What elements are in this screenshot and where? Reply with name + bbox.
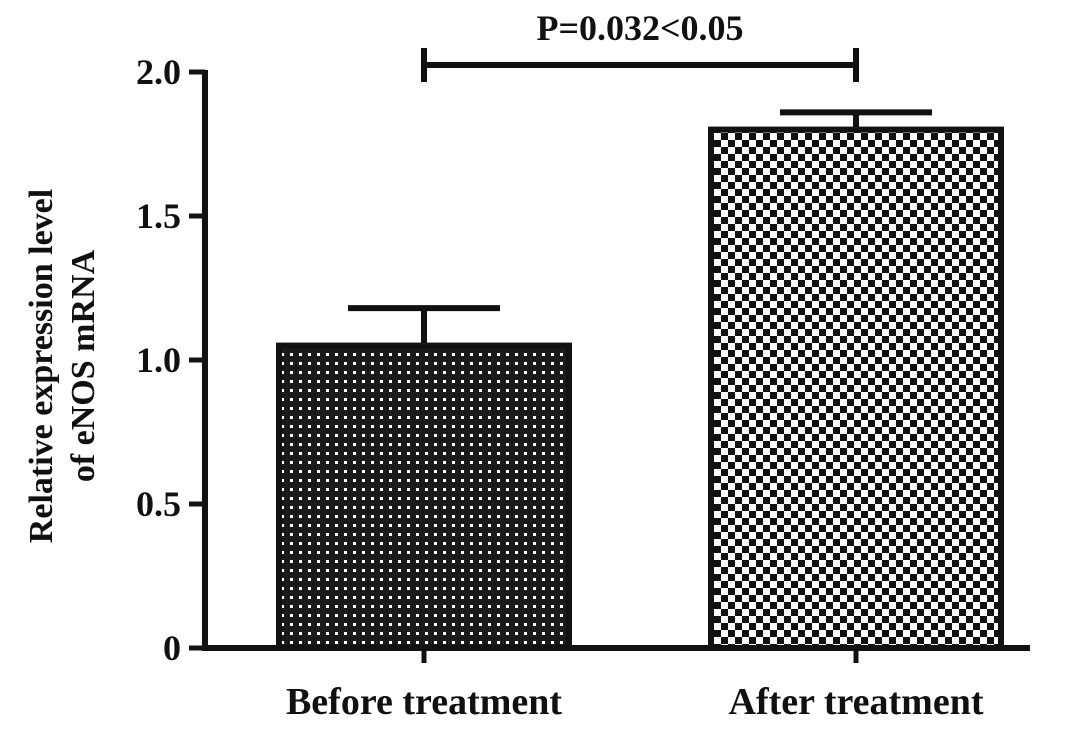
y-axis-title-line-1: Relative expression level bbox=[23, 189, 60, 543]
significance-label: P=0.032<0.05 bbox=[536, 8, 743, 48]
y-tick-label: 0 bbox=[163, 628, 181, 668]
bar-before-treatment bbox=[276, 342, 572, 651]
y-axis-title-line-2: of eNOS mRNA bbox=[65, 249, 102, 482]
y-tick-label: 0.5 bbox=[136, 484, 181, 524]
x-category-label: Before treatment bbox=[286, 681, 562, 723]
x-category-label: After treatment bbox=[729, 681, 984, 723]
y-tick-label: 1.0 bbox=[136, 340, 181, 380]
bar-after-treatment bbox=[708, 126, 1004, 652]
y-tick-label: 1.5 bbox=[136, 196, 181, 236]
y-tick-label: 2.0 bbox=[136, 52, 181, 92]
